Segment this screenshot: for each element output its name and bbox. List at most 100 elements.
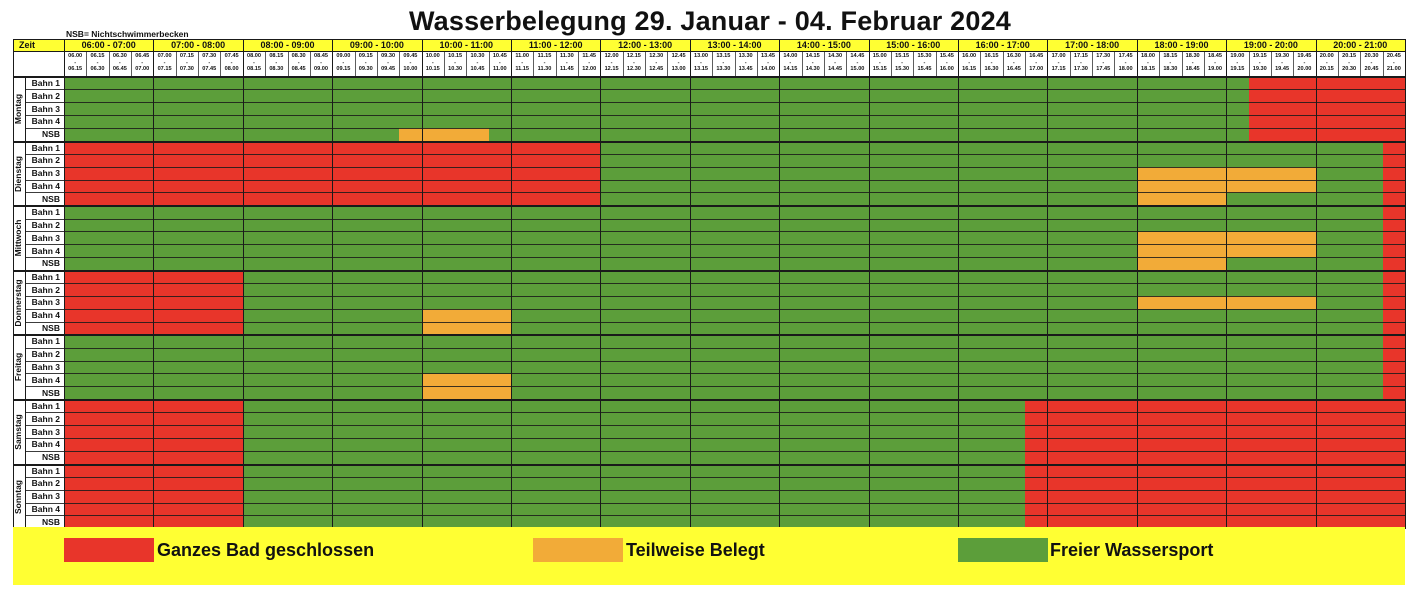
closed-block (1248, 89, 1405, 103)
slot-dash: - (1057, 59, 1060, 66)
slot-label: 16.30-16.45 (1003, 53, 1025, 73)
slot-line (1114, 51, 1116, 77)
lane-label: Bahn 2 (31, 413, 60, 424)
slot-label: 20.45-21.00 (1383, 53, 1405, 73)
slot-end: 13.45 (738, 66, 753, 72)
lane-label: NSB (42, 323, 60, 333)
slot-dash: - (454, 59, 457, 66)
slot-dash: - (700, 59, 702, 66)
lane-line (25, 179, 1405, 181)
hour-label: 14:00 - 15:00 (796, 40, 851, 50)
partial-block (421, 373, 511, 387)
lane-label: Bahn 1 (31, 78, 60, 88)
slot-label: 10.45-11.00 (489, 53, 511, 73)
hour-line (1047, 39, 1049, 530)
slot-label: 11.45-12.00 (578, 53, 600, 73)
lane-line (25, 347, 1405, 349)
slot-dash: - (387, 59, 389, 66)
partial-block (1136, 257, 1227, 271)
slot-end: 20.00 (1297, 66, 1312, 72)
slot-label: 06.15-06.30 (86, 53, 108, 73)
slot-start: 19.15 (1252, 53, 1267, 59)
slot-start: 20.30 (1364, 53, 1379, 59)
slot-line (1270, 51, 1272, 77)
hour-label: 10:00 - 11:00 (439, 40, 494, 50)
slot-end: 06.45 (112, 66, 127, 72)
day-label: Freitag (13, 353, 23, 382)
lane-line (25, 502, 1405, 504)
slot-end: 18.30 (1163, 66, 1178, 72)
slot-start: 06.45 (135, 53, 150, 59)
slot-start: 09.45 (403, 53, 418, 59)
slot-label: 08.45-09.00 (310, 53, 332, 73)
closed-block (1025, 515, 1405, 529)
hour-header-row (13, 39, 1405, 51)
lane-line (25, 425, 1405, 427)
slot-label: 16.15-16.30 (980, 53, 1002, 73)
slot-end: 12.45 (649, 66, 664, 72)
hour-label: 08:00 - 09:00 (260, 40, 315, 50)
slot-dash: - (1012, 59, 1015, 66)
slot-start: 13.00 (693, 53, 708, 59)
slot-start: 15.15 (895, 53, 910, 59)
slot-line (399, 51, 401, 77)
free-block (64, 77, 1405, 141)
slot-start: 06.00 (68, 53, 83, 59)
hour-label: 15:00 - 16:00 (886, 40, 941, 50)
lane-label: Bahn 1 (31, 207, 60, 218)
slot-dash: - (834, 59, 836, 66)
slot-dash: - (476, 59, 479, 66)
lane-label: NSB (42, 516, 60, 527)
slot-label: 06.00-06.15 (64, 53, 86, 73)
slot-end: 21.00 (1386, 66, 1401, 72)
lane-line (25, 450, 1405, 452)
slot-end: 06.15 (68, 66, 83, 72)
slot-label: 11.00-11.15 (511, 53, 533, 73)
slot-end: 20.45 (1364, 66, 1379, 72)
slot-end: 10.45 (470, 66, 485, 72)
lane-line (25, 218, 1405, 220)
lane-label: Bahn 1 (31, 465, 60, 476)
slot-end: 07.00 (135, 66, 150, 72)
slot-dash: - (722, 59, 725, 66)
slot-end: 07.30 (179, 66, 194, 72)
closed-block (1382, 141, 1405, 155)
slot-dash: - (320, 59, 322, 66)
slot-line (488, 51, 490, 77)
lane-line (25, 89, 1405, 91)
slot-label: 14.45-15.00 (846, 53, 868, 73)
partial-block (421, 309, 511, 322)
slot-start: 15.45 (939, 53, 954, 59)
lane-label: Bahn 2 (31, 284, 60, 295)
slot-end: 08.15 (246, 66, 261, 72)
lane-label: Bahn 3 (31, 297, 60, 308)
slot-dash: - (744, 59, 747, 66)
slot-label: 15.15-15.30 (891, 53, 913, 73)
hour-line (1136, 39, 1138, 530)
slot-start: 07.45 (224, 53, 239, 59)
slot-label: 12.15-12.30 (623, 53, 645, 73)
slot-dash: - (275, 59, 278, 66)
slot-start: 19.00 (1230, 53, 1245, 59)
lane-line (25, 295, 1405, 297)
lane-line (25, 437, 1405, 439)
lane-label: NSB (42, 387, 60, 398)
closed-block (1248, 102, 1405, 116)
lane-label: Bahn 4 (31, 245, 60, 256)
hour-line (958, 39, 959, 530)
slot-label: 07.45-08.00 (220, 53, 242, 73)
slot-label: 14.00-14.15 (779, 53, 801, 73)
closed-block (1382, 361, 1405, 374)
slot-label: 13.15-13.30 (712, 53, 734, 73)
slot-line (533, 51, 535, 77)
day-label: Mittwoch (13, 219, 23, 257)
slot-label: 08.30-08.45 (288, 53, 310, 73)
slot-start: 13.15 (716, 53, 731, 59)
slot-line (1203, 51, 1205, 77)
closed-block (1025, 503, 1405, 516)
slot-end: 14.45 (828, 66, 843, 72)
slot-dash: - (1281, 59, 1283, 66)
slot-end: 17.00 (1029, 66, 1044, 72)
slot-label: 18.00-18.15 (1137, 53, 1159, 73)
slot-dash: - (767, 59, 769, 66)
